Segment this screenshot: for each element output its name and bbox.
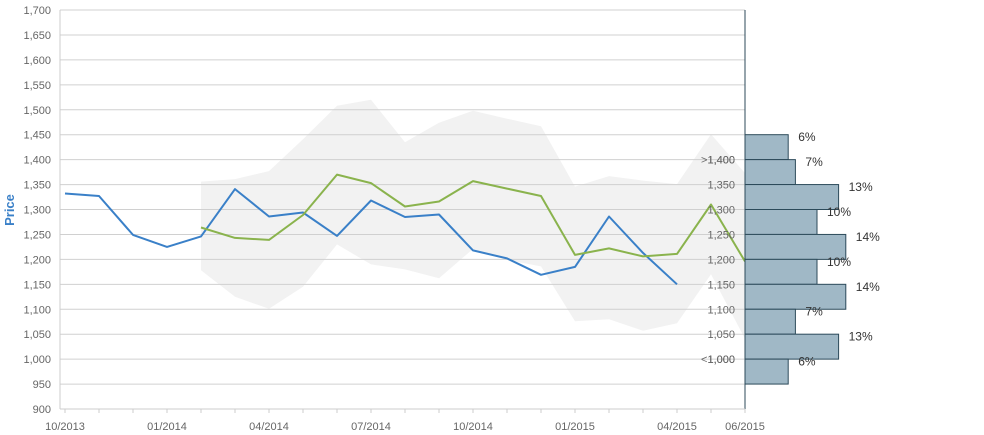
y-tick-label: 1,400 [23, 155, 51, 167]
y-tick-label: 1,050 [23, 329, 51, 341]
y-tick-label: 1,450 [23, 130, 51, 142]
histogram-percent-label: 13% [849, 180, 873, 194]
histogram-percent-label: 10% [827, 255, 851, 269]
y-tick-label: 1,500 [23, 105, 51, 117]
histogram-percent-label: 6% [798, 355, 816, 369]
x-tick-label: 04/2014 [249, 421, 289, 433]
y-tick-label: 1,550 [23, 80, 51, 92]
histogram-bar [744, 134, 789, 161]
histogram-percent-label: 7% [805, 155, 823, 169]
histogram-percent-label: 14% [856, 280, 880, 294]
histogram-bin-label: <1,000 [701, 354, 735, 366]
series-line-blue [64, 188, 678, 286]
histogram-bin-label: 1,350 [707, 180, 735, 192]
histogram-bar [744, 258, 818, 285]
histogram-bin-label: 1,150 [707, 279, 735, 291]
histogram-percent-label: 13% [849, 330, 873, 344]
y-tick-label: 1,250 [23, 229, 51, 241]
histogram-bin-label: >1,400 [701, 155, 735, 167]
histogram-bin-label: 1,250 [707, 229, 735, 241]
x-tick-label: 01/2014 [147, 421, 187, 433]
y-tick-label: 1,000 [23, 354, 51, 366]
x-tick-label: 07/2014 [351, 421, 391, 433]
histogram-bin-label: 1,100 [707, 304, 735, 316]
x-tick-label: 04/2015 [657, 421, 697, 433]
x-tick-label: 10/2014 [453, 421, 493, 433]
x-tick-label: 06/2015 [725, 421, 765, 433]
histogram-bin-label: 1,050 [707, 329, 735, 341]
histogram-percent-label: 7% [805, 305, 823, 319]
y-tick-label: 950 [33, 379, 51, 391]
y-tick-label: 1,350 [23, 180, 51, 192]
histogram-bar [744, 308, 796, 335]
x-tick-label: 01/2015 [555, 421, 595, 433]
histogram-bar [744, 333, 840, 360]
y-tick-label: 1,150 [23, 279, 51, 291]
y-axis-title: Price [2, 194, 17, 226]
histogram-bar [744, 358, 789, 385]
histogram-bar [744, 184, 840, 210]
y-tick-label: 1,300 [23, 205, 51, 217]
histogram-bar [744, 233, 847, 260]
histogram-percent-label: 6% [798, 130, 816, 144]
histogram-bin-label: 1,300 [707, 205, 735, 217]
y-tick-label: 1,650 [23, 30, 51, 42]
histogram-percent-label: 10% [827, 205, 851, 219]
histogram-bar [744, 209, 818, 235]
y-tick-label: 1,200 [23, 254, 51, 266]
y-tick-label: 900 [33, 404, 51, 416]
y-tick-label: 1,600 [23, 55, 51, 67]
y-tick-label: 1,700 [23, 5, 51, 17]
histogram-bin-label: 1,200 [707, 254, 735, 266]
x-tick-label: 10/2013 [45, 421, 85, 433]
series-line-green [200, 173, 746, 262]
histogram-percent-label: 14% [856, 230, 880, 244]
histogram-bar [744, 159, 796, 186]
y-tick-label: 1,100 [23, 304, 51, 316]
histogram-bar [744, 283, 847, 310]
histogram-bin-label: 1,400 [707, 155, 735, 167]
histogram-bin-label: 1,000 [707, 354, 735, 366]
confidence-band [201, 99, 745, 339]
